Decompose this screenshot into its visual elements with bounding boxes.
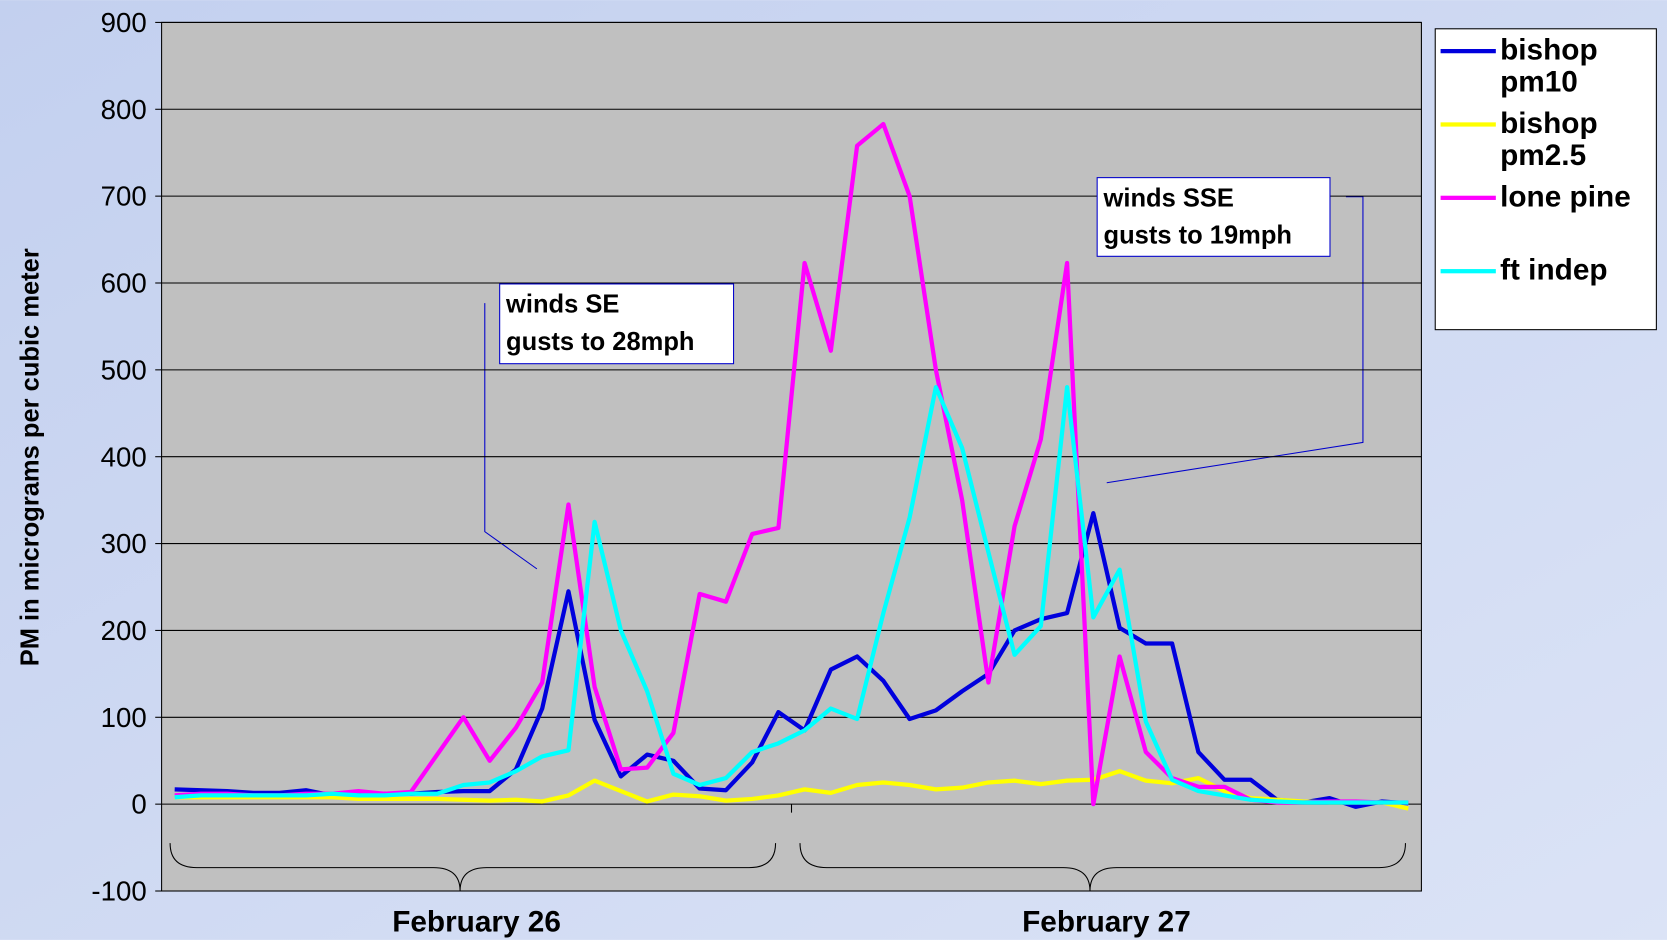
legend-entry: ft indep	[1440, 253, 1654, 327]
y-tick-label: 100	[101, 702, 147, 733]
legend-entry: lone pine	[1440, 179, 1654, 254]
brace	[799, 843, 1406, 892]
y-tick-label: 500	[101, 354, 147, 385]
y-tick-label: -100	[91, 876, 146, 907]
legend-label: ft indep	[1500, 253, 1608, 287]
legend-swatch	[1440, 195, 1496, 200]
series-line	[174, 385, 1409, 805]
annotation-text: gusts to 19mph	[1104, 222, 1292, 250]
y-tick-label: 0	[131, 789, 146, 820]
legend-entry: bishop pm10	[1440, 34, 1654, 107]
legend-label: bishop pm10	[1500, 34, 1598, 98]
annotation-text: winds SE	[505, 291, 619, 319]
legend-list: bishop pm10 bishop pm2.5 lone pine ft indep	[1440, 34, 1654, 327]
x-group-label: February 27	[1022, 905, 1191, 938]
legend-label: bishop pm2.5	[1500, 106, 1598, 172]
legend-box	[1434, 28, 1657, 331]
annotation-text: winds SSE	[1103, 184, 1234, 212]
y-tick-label: 700	[101, 181, 147, 212]
callout-line	[1106, 196, 1364, 484]
x-group-label: February 26	[392, 905, 561, 938]
y-tick-label: 900	[101, 7, 147, 38]
callout-line	[484, 303, 538, 570]
y-tick-label: 600	[101, 268, 147, 299]
annotation-box	[1096, 177, 1331, 257]
series-line	[174, 769, 1409, 811]
legend: bishop pm10 bishop pm2.5 lone pine ft indep	[1440, 34, 1654, 327]
annotation-box	[499, 283, 735, 365]
legend-swatch	[1440, 269, 1496, 274]
y-tick-label: 200	[101, 615, 147, 646]
legend-swatch	[1440, 122, 1496, 127]
brace	[169, 843, 777, 892]
annotation-text: gusts to 28mph	[506, 328, 694, 356]
legend-swatch	[1440, 48, 1496, 54]
legend-entry: bishop pm2.5	[1440, 106, 1654, 180]
legend-label: lone pine	[1500, 179, 1631, 213]
y-tick-label: 800	[101, 94, 147, 125]
y-tick-label: 300	[101, 528, 147, 559]
y-axis-title: PM in micrograms per cubic meter	[16, 248, 44, 666]
series-line	[174, 121, 1409, 807]
y-tick-label: 400	[101, 441, 147, 472]
